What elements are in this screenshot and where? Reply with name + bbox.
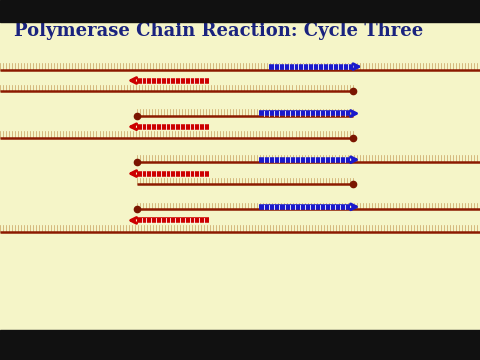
Text: Polymerase Chain Reaction: Cycle Three: Polymerase Chain Reaction: Cycle Three [14,22,424,40]
